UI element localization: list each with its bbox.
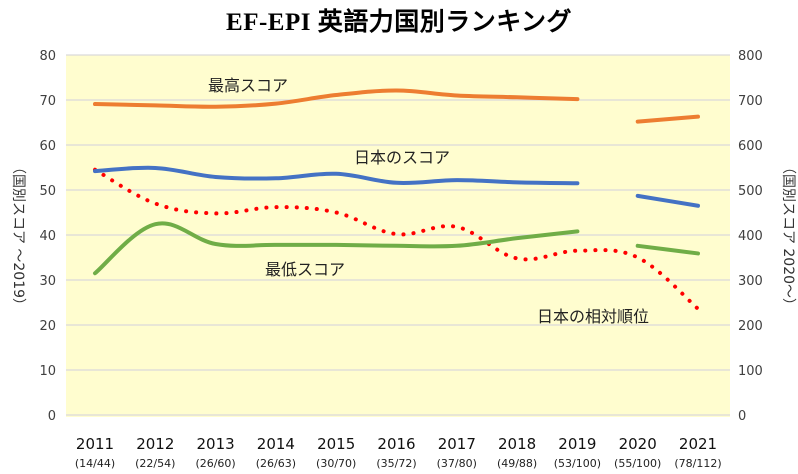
left-tick-label: 0 [48, 409, 56, 424]
x-tick-sublabel: (53/100) [554, 457, 601, 470]
x-tick-sublabel: (30/70) [316, 457, 356, 470]
x-tick-label: 2011 [76, 435, 114, 453]
left-tick-label: 40 [39, 229, 56, 244]
chart-title: EF-EPI 英語力国別ランキング [226, 9, 572, 36]
x-tick-label: 2017 [438, 435, 476, 453]
series-line [635, 193, 700, 208]
right-tick-label: 500 [738, 184, 763, 199]
left-axis-ticks: 0 10 20 30 40 50 60 70 80 [39, 49, 56, 424]
x-tick-sublabel: (37/80) [437, 457, 477, 470]
x-tick-label: 2014 [257, 435, 295, 453]
x-tick-sublabel: (35/72) [376, 457, 416, 470]
right-axis-title: （国別スコア 2020～） [780, 160, 796, 312]
right-tick-label: 100 [738, 364, 763, 379]
left-tick-label: 60 [39, 139, 56, 154]
left-axis-title: （国別スコア ～2019） [10, 160, 26, 312]
right-tick-label: 300 [738, 274, 763, 289]
left-tick-label: 50 [39, 184, 56, 199]
left-tick-label: 10 [39, 364, 56, 379]
x-tick-sublabel: (26/60) [195, 457, 235, 470]
x-tick-sublabel: (55/100) [614, 457, 661, 470]
left-tick-label: 20 [39, 319, 56, 334]
gridlines [66, 54, 730, 416]
x-tick-sublabel: (26/63) [256, 457, 296, 470]
x-tick-label: 2015 [317, 435, 355, 453]
series-0 [93, 88, 700, 124]
x-tick-label: 2020 [619, 435, 657, 453]
right-tick-label: 0 [738, 409, 746, 424]
x-tick-sublabel: (14/44) [75, 457, 115, 470]
annotation-japan-score: 日本のスコア [354, 148, 450, 167]
series-line [635, 114, 700, 124]
left-tick-label: 80 [39, 49, 56, 64]
plot-area [66, 55, 730, 417]
right-tick-label: 600 [738, 139, 763, 154]
annotation-japan-rank: 日本の相対順位 [537, 307, 649, 326]
x-tick-label: 2013 [197, 435, 235, 453]
right-tick-label: 700 [738, 94, 763, 109]
series-line [93, 221, 580, 276]
x-tick-label: 2012 [136, 435, 174, 453]
annotation-max-score: 最高スコア [208, 76, 288, 95]
right-axis-ticks: 0 100 200 300 400 500 600 700 800 [738, 49, 763, 424]
right-tick-label: 400 [738, 229, 763, 244]
series-line [93, 167, 700, 311]
x-tick-sublabel: (78/112) [674, 457, 721, 470]
left-tick-label: 30 [39, 274, 56, 289]
left-tick-label: 70 [39, 94, 56, 109]
x-tick-label: 2019 [558, 435, 596, 453]
annotation-min-score: 最低スコア [265, 260, 345, 279]
right-tick-label: 200 [738, 319, 763, 334]
x-tick-label: 2018 [498, 435, 536, 453]
x-tick-sublabel: (49/88) [497, 457, 537, 470]
right-tick-label: 800 [738, 49, 763, 64]
x-tick-sublabel: (22/54) [135, 457, 175, 470]
x-tick-label: 2016 [377, 435, 415, 453]
series-layer [93, 88, 700, 311]
series-line [635, 243, 700, 256]
series-2 [93, 221, 700, 276]
series-1 [93, 165, 700, 208]
x-tick-label: 2021 [679, 435, 717, 453]
x-axis-ticks: 2011 (14/44) 2012 (22/54) 2013 (26/60) 2014 (26… [75, 435, 722, 470]
